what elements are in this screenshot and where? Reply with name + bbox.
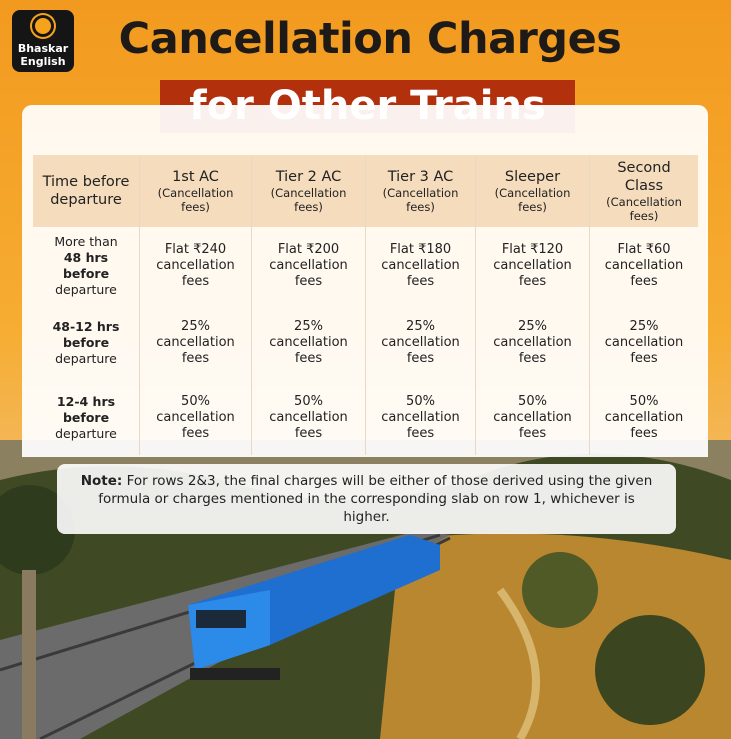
table-cell: 25% cancellation fees: [140, 305, 252, 380]
row-label: 12-4 hrs before departure: [33, 380, 140, 455]
column-name: 1st AC: [172, 169, 219, 185]
column-subtitle: (Cancellation fees): [494, 186, 571, 214]
column-subtitle: (Cancellation fees): [157, 186, 234, 214]
row-label-part: departure: [55, 425, 117, 441]
table-cell: 25% cancellation fees: [590, 305, 698, 380]
cell-text: 50% cancellation fees: [381, 393, 460, 441]
row-label: More than 48 hrs before departure: [33, 227, 140, 305]
row-label-part: departure: [55, 350, 117, 366]
table-cell: 50% cancellation fees: [366, 380, 476, 455]
title: Cancellation Charges: [118, 14, 622, 64]
cell-text: 50% cancellation fees: [604, 393, 684, 441]
column-name: Time before departure: [42, 174, 130, 208]
column-name: Second Class: [617, 160, 671, 194]
cell-text: Flat ₹240 cancellation fees: [156, 242, 235, 289]
table-cell: 25% cancellation fees: [252, 305, 366, 380]
column-header: Second Class (Cancellation fees): [590, 155, 698, 227]
cell-text: 25% cancellation fees: [381, 318, 460, 366]
row-label-part: 48 hrs before: [62, 250, 110, 281]
logo: Bhaskar English: [12, 10, 74, 72]
table-cell: 50% cancellation fees: [140, 380, 252, 455]
logo-text: English: [20, 55, 66, 68]
note-label: Note:: [80, 473, 123, 489]
cell-text: 25% cancellation fees: [156, 318, 235, 366]
column-name: Tier 2 AC: [275, 169, 342, 185]
row-label-part: 12-4 hrs: [56, 393, 116, 409]
table-cell: Flat ₹240 cancellation fees: [140, 227, 252, 305]
table-cell: Flat ₹120 cancellation fees: [476, 227, 590, 305]
column-header: Tier 2 AC (Cancellation fees): [252, 155, 366, 227]
note: Note: For rows 2&3, the final charges wi…: [57, 464, 676, 534]
row-label-part: before: [62, 334, 110, 350]
cell-text: 25% cancellation fees: [604, 318, 684, 366]
column-header: Time before departure: [33, 155, 140, 227]
cell-text: 50% cancellation fees: [269, 393, 348, 441]
cell-text: Flat ₹120 cancellation fees: [493, 242, 572, 289]
column-name: Tier 3 AC: [387, 169, 454, 185]
column-subtitle: (Cancellation fees): [606, 195, 682, 223]
table: Time before departure 1st AC (Cancellation…: [33, 155, 698, 455]
row-label-part: 48-12 hrs: [52, 318, 120, 334]
column-header: Sleeper (Cancellation fees): [476, 155, 590, 227]
cell-text: Flat ₹200 cancellation fees: [269, 242, 348, 289]
table-cell: Flat ₹180 cancellation fees: [366, 227, 476, 305]
table-cell: 50% cancellation fees: [590, 380, 698, 455]
column-header: Tier 3 AC (Cancellation fees): [366, 155, 476, 227]
row-label-part: More than: [54, 234, 118, 249]
column-subtitle: (Cancellation fees): [270, 186, 347, 214]
logo-text: Bhaskar: [17, 42, 69, 55]
table-cell: 25% cancellation fees: [476, 305, 590, 380]
cell-text: Flat ₹60 cancellation fees: [604, 242, 684, 289]
cell-text: 25% cancellation fees: [269, 318, 348, 366]
row-label-part: departure: [55, 282, 117, 297]
table-cell: 25% cancellation fees: [366, 305, 476, 380]
cell-text: 50% cancellation fees: [156, 393, 235, 441]
logo-icon: [35, 18, 51, 34]
row-label-part: before: [62, 409, 110, 425]
table-cell: Flat ₹200 cancellation fees: [252, 227, 366, 305]
cell-text: 50% cancellation fees: [493, 393, 572, 441]
column-header: 1st AC (Cancellation fees): [140, 155, 252, 227]
note-text: For rows 2&3, the final charges will be …: [98, 473, 653, 525]
column-subtitle: (Cancellation fees): [382, 186, 459, 214]
table-cell: 50% cancellation fees: [252, 380, 366, 455]
row-label: 48-12 hrs before departure: [33, 305, 140, 380]
table-cell: 50% cancellation fees: [476, 380, 590, 455]
table-cell: Flat ₹60 cancellation fees: [590, 227, 698, 305]
cell-text: Flat ₹180 cancellation fees: [381, 242, 460, 289]
cell-text: 25% cancellation fees: [493, 318, 572, 366]
column-name: Sleeper: [504, 169, 561, 185]
